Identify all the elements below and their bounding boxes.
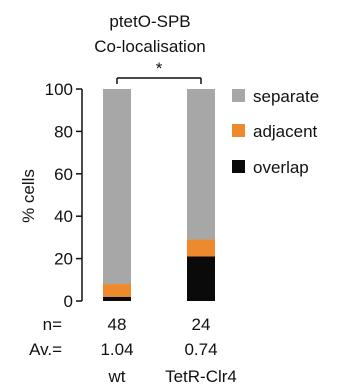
- significance-star: *: [156, 59, 163, 78]
- y-tick-label: 40: [54, 207, 73, 226]
- footer-row-label: n=: [43, 315, 62, 334]
- footer-row-value: 1.04: [100, 340, 133, 359]
- legend-swatch-separate: [232, 89, 245, 102]
- legend-swatch-adjacent: [232, 124, 245, 137]
- legend-label-adjacent: adjacent: [253, 122, 318, 141]
- y-axis-label: % cells: [19, 169, 38, 223]
- legend-label-overlap: overlap: [253, 158, 309, 177]
- y-tick-label: 20: [54, 250, 73, 269]
- footer-row-value: 48: [108, 315, 127, 334]
- bar-segment-overlap: [103, 296, 131, 301]
- bar-segment-adjacent: [187, 239, 215, 257]
- footer-row-value: 24: [192, 315, 211, 334]
- footer-table: n= 48 24 Av.= 1.04 0.74 wt TetR-Clr4: [29, 315, 237, 386]
- significance-bracket: *: [116, 59, 202, 84]
- bars-group: [103, 89, 215, 301]
- chart-title-line-2: Co-localisation: [94, 37, 206, 56]
- legend: separate adjacent overlap: [232, 87, 319, 177]
- y-tick-label: 80: [54, 122, 73, 141]
- y-tick-label: 100: [45, 80, 73, 99]
- legend-swatch-overlap: [232, 160, 245, 173]
- category-label: wt: [108, 367, 126, 386]
- category-label: TetR-Clr4: [165, 367, 237, 386]
- y-axis: 0 20 40 60 80 100: [45, 80, 83, 311]
- bar-segment-adjacent: [103, 284, 131, 297]
- footer-row-value: 0.74: [184, 340, 217, 359]
- y-tick-label: 0: [64, 292, 73, 311]
- bar-segment-overlap: [187, 256, 215, 301]
- legend-label-separate: separate: [253, 87, 319, 106]
- footer-row-label: Av.=: [29, 340, 62, 359]
- chart-title-line-1: ptetO-SPB: [109, 12, 190, 31]
- y-tick-label: 60: [54, 165, 73, 184]
- bar-segment-separate: [187, 89, 215, 240]
- bar-segment-separate: [103, 89, 131, 285]
